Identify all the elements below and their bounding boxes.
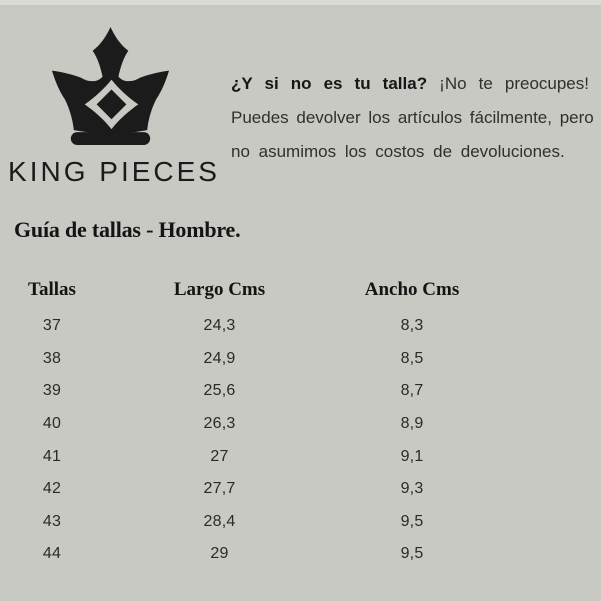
table-cell: 8,3 [400, 317, 424, 335]
table-cell: 29 [210, 545, 229, 563]
table-cell: 24,9 [203, 349, 236, 367]
size-guide-title: Guía de tallas - Hombre. [14, 217, 241, 242]
notice-line-1: ¿Y si no es tu talla? ¡No te preocupes! [231, 67, 589, 101]
brand-name: KING PIECES [8, 156, 220, 187]
top-strip [0, 0, 601, 5]
column-header-ancho: Ancho Cms [364, 279, 460, 300]
table-cell: 24,3 [203, 317, 236, 335]
table-row: 44 29 9,5 [12, 538, 482, 571]
size-table-body: 37 24,3 8,3 38 24,9 8,5 39 25,6 8,7 40 26,3 8,9 41 27… [12, 310, 482, 571]
table-row: 39 25,6 8,7 [12, 375, 482, 408]
notice-line-3: no asumimos los costos de devoluciones. [231, 142, 565, 161]
table-row: 42 27,7 9,3 [12, 473, 482, 506]
table-cell: 9,3 [400, 480, 424, 498]
table-cell: 8,7 [400, 382, 424, 400]
table-cell: 41 [42, 447, 62, 465]
table-cell: 9,1 [400, 447, 424, 465]
table-cell: 25,6 [203, 382, 236, 400]
table-cell: 43 [42, 512, 62, 530]
notice-line-2: Puedes devolver los artículos fácilmente… [231, 108, 594, 127]
table-cell: 8,9 [400, 415, 424, 433]
table-cell: 28,4 [203, 512, 236, 530]
column-header-largo: Largo Cms [173, 279, 266, 300]
table-cell: 42 [42, 480, 62, 498]
table-cell: 9,5 [400, 512, 424, 530]
table-cell: 44 [42, 545, 62, 563]
table-row: 41 27 9,1 [12, 440, 482, 473]
table-cell: 27,7 [203, 480, 236, 498]
table-cell: 40 [42, 415, 62, 433]
column-header-tallas: Tallas [28, 279, 76, 300]
table-header-row: Tallas Largo Cms Ancho Cms [12, 270, 482, 310]
table-cell: 37 [42, 317, 62, 335]
table-cell: 39 [42, 382, 62, 400]
table-row: 38 24,9 8,5 [12, 343, 482, 376]
notice-question: ¿Y si no es tu talla? [231, 74, 428, 93]
table-cell: 26,3 [203, 415, 236, 433]
table-cell: 38 [42, 349, 62, 367]
return-policy-notice: ¿Y si no es tu talla? ¡No te preocupes! … [231, 67, 594, 169]
notice-exclamation: ¡No te preocupes! [439, 74, 589, 93]
table-cell: 27 [210, 447, 229, 465]
table-row: 37 24,3 8,3 [12, 310, 482, 343]
crown-icon [51, 27, 170, 148]
table-row: 40 26,3 8,9 [12, 408, 482, 441]
table-cell: 8,5 [400, 349, 424, 367]
size-table: Tallas Largo Cms Ancho Cms 37 24,3 8,3 38 24… [12, 270, 482, 571]
table-cell: 9,5 [400, 545, 424, 563]
table-row: 43 28,4 9,5 [12, 506, 482, 539]
